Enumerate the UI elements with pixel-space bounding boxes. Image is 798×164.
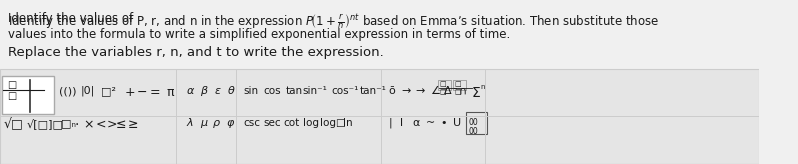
Text: α: α [187, 86, 194, 96]
Text: log□: log□ [320, 118, 346, 128]
Text: sin⁻¹: sin⁻¹ [302, 86, 327, 96]
Text: =: = [145, 86, 160, 99]
Text: −: − [133, 86, 148, 99]
FancyBboxPatch shape [0, 69, 759, 164]
Text: Identify the values of: Identify the values of [8, 12, 136, 25]
Text: π: π [167, 86, 174, 99]
Text: 00: 00 [468, 127, 478, 136]
Text: log: log [302, 118, 318, 128]
Text: ∠: ∠ [430, 86, 440, 96]
FancyBboxPatch shape [2, 76, 54, 114]
FancyBboxPatch shape [453, 80, 466, 90]
Text: □: □ [455, 81, 461, 87]
Text: 00: 00 [468, 118, 478, 127]
Text: ε: ε [214, 86, 220, 96]
Text: λ: λ [187, 118, 193, 128]
Text: n: n [480, 84, 485, 90]
Text: cos⁻¹: cos⁻¹ [331, 86, 358, 96]
Text: □: □ [6, 91, 16, 101]
Text: θ: θ [227, 86, 234, 96]
Text: cot: cot [283, 118, 300, 128]
FancyBboxPatch shape [466, 112, 487, 134]
Text: Replace the variables r, n, and t to write the expression.: Replace the variables r, n, and t to wri… [8, 46, 383, 59]
Text: sec: sec [263, 118, 281, 128]
Text: ≤: ≤ [116, 118, 127, 131]
Text: □: □ [440, 89, 446, 95]
Text: ∩: ∩ [459, 86, 467, 96]
Text: □: □ [455, 89, 461, 95]
Text: β: β [200, 86, 207, 96]
Text: ·: · [74, 118, 78, 132]
Text: φ: φ [227, 118, 234, 128]
Text: csc: csc [243, 118, 261, 128]
Text: μ: μ [200, 118, 207, 128]
Text: √□: √□ [4, 118, 24, 131]
Text: →: → [416, 86, 425, 96]
Text: Δ: Δ [444, 86, 452, 96]
Text: □: □ [6, 80, 16, 90]
Text: sin: sin [243, 86, 259, 96]
Text: ~: ~ [426, 118, 436, 128]
Text: □ₙ: □ₙ [61, 118, 76, 128]
Text: l: l [400, 118, 403, 128]
Text: □²: □² [101, 86, 116, 96]
Text: →: → [401, 86, 411, 96]
Text: cos: cos [263, 86, 281, 96]
Text: ≥: ≥ [128, 118, 138, 131]
FancyBboxPatch shape [437, 80, 451, 90]
Text: +: + [120, 86, 136, 99]
Text: (()): (()) [59, 86, 77, 96]
Text: |: | [388, 118, 392, 129]
Text: U: U [453, 118, 461, 128]
Text: ō: ō [388, 86, 395, 96]
Text: •: • [440, 118, 447, 128]
Text: >: > [107, 118, 117, 131]
Text: ln: ln [342, 118, 352, 128]
Text: values into the formula to write a simplified exponential expression in terms of: values into the formula to write a simpl… [8, 28, 510, 41]
Text: √[□]□: √[□]□ [26, 118, 64, 129]
Text: |0|: |0| [81, 86, 95, 96]
Text: Identify the values of P, r, and n in the expression $P\!\left(1+\frac{r}{n}\rig: Identify the values of P, r, and n in th… [8, 12, 658, 31]
Text: □: □ [440, 81, 446, 87]
Text: tan⁻¹: tan⁻¹ [360, 86, 386, 96]
Text: Σ: Σ [472, 86, 480, 100]
Text: ×: × [84, 118, 94, 131]
Text: α: α [412, 118, 419, 128]
Text: <: < [95, 118, 105, 131]
Text: tan: tan [286, 86, 302, 96]
Text: ρ: ρ [213, 118, 220, 128]
